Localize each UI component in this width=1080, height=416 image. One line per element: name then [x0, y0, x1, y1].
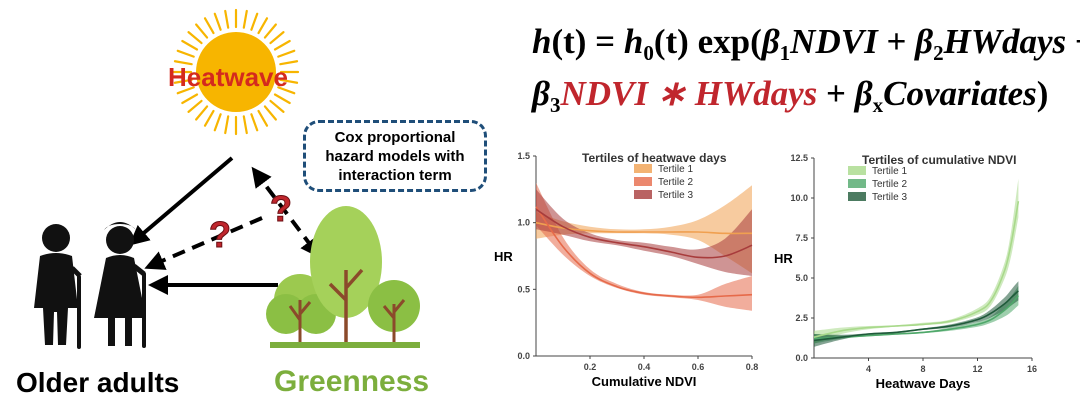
y-tick-label: 7.5: [795, 233, 808, 243]
legend-title: Tertiles of heatwave days: [582, 151, 727, 165]
x-axis-label: Cumulative NDVI: [592, 374, 697, 389]
legend-swatch: [634, 190, 652, 199]
y-axis-label: HR: [774, 251, 793, 266]
ci-band-1: [536, 185, 752, 274]
y-tick-label: 0.0: [795, 353, 808, 363]
legend-swatch: [634, 164, 652, 173]
ci-band-3: [536, 189, 752, 276]
y-axis-label: HR: [494, 249, 513, 264]
legend-swatch: [848, 179, 866, 188]
equation-line-2: β3NDVI ∗ HWdays + βxCovariates): [532, 74, 1049, 117]
trees-icon: [266, 206, 420, 348]
sun-icon: [172, 8, 300, 136]
legend-label: Tertile 2: [658, 177, 693, 188]
x-tick-label: 4: [866, 364, 871, 374]
series-line-1: [813, 201, 1020, 338]
callout-line-3: interaction term: [338, 166, 452, 184]
older-adults-label: Older adults: [16, 367, 180, 398]
y-tick-label: 12.5: [790, 153, 808, 163]
ci-band-3: [814, 281, 1019, 347]
series-line-2: [535, 206, 753, 299]
legend-label: Tertile 3: [872, 192, 907, 203]
arrow-interaction-to-older-adults-dashed: [144, 216, 263, 270]
y-tick-label: 0.0: [517, 351, 530, 361]
x-tick-label: 16: [1027, 364, 1037, 374]
hr-by-heatwave-days-chart: 0.0 2.5 5.0 7.5 10.0 12.5 4 8 12 16 Heatwave Days H…: [774, 153, 1037, 391]
y-tick-label: 0.5: [517, 284, 530, 294]
x-tick-label: 0.8: [746, 362, 759, 372]
cox-model-callout: Cox proportional hazard models with inte…: [303, 120, 487, 192]
legend-swatch: [848, 166, 866, 175]
x-axis-label: Heatwave Days: [876, 376, 971, 391]
arrow-heatwave-to-older-adults: [128, 156, 234, 246]
ci-band-2: [536, 182, 752, 311]
y-tick-label: 1.5: [517, 151, 530, 161]
legend-label: Tertile 3: [658, 190, 693, 201]
legend-label: Tertile 1: [872, 166, 907, 177]
legend-swatch: [848, 192, 866, 201]
x-tick-label: 12: [972, 364, 982, 374]
callout-line-2: hazard models with: [325, 147, 465, 165]
series-line-3: [813, 290, 1019, 342]
heatwave-label: Heatwave: [168, 62, 288, 92]
y-tick-label: 2.5: [795, 313, 808, 323]
x-tick-label: 0.4: [638, 362, 651, 372]
x-tick-label: 0.6: [692, 362, 705, 372]
legend-label: Tertile 2: [872, 179, 907, 190]
y-tick-label: 1.0: [517, 218, 530, 228]
question-mark-2: ?: [270, 188, 292, 229]
legend-title: Tertiles of cumulative NDVI: [862, 153, 1016, 167]
legend-swatch: [634, 177, 652, 186]
question-mark-1: ?: [209, 214, 231, 255]
greenness-label: Greenness: [274, 365, 430, 398]
equation-line-1: h(t) = h0(t) exp(β1NDVI + β2HWdays +: [532, 22, 1080, 65]
older-adults-icon: [34, 222, 146, 349]
series-line-1: [535, 221, 753, 235]
y-tick-label: 5.0: [795, 273, 808, 283]
x-tick-label: 8: [920, 364, 925, 374]
concept-diagram: ? ?: [34, 8, 420, 349]
y-tick-label: 10.0: [790, 193, 808, 203]
x-tick-label: 0.2: [584, 362, 597, 372]
arrow-heatwave-greenness-dashed: [251, 166, 321, 259]
legend-label: Tertile 1: [658, 164, 693, 175]
callout-line-1: Cox proportional: [334, 128, 456, 146]
series-line-2: [813, 295, 1019, 340]
series-line-3: [535, 208, 753, 259]
hr-by-ndvi-chart: 0.0 0.5 1.0 1.5 0.2 0.4 0.6 0.8 Cumulative NDVI H…: [494, 151, 759, 389]
